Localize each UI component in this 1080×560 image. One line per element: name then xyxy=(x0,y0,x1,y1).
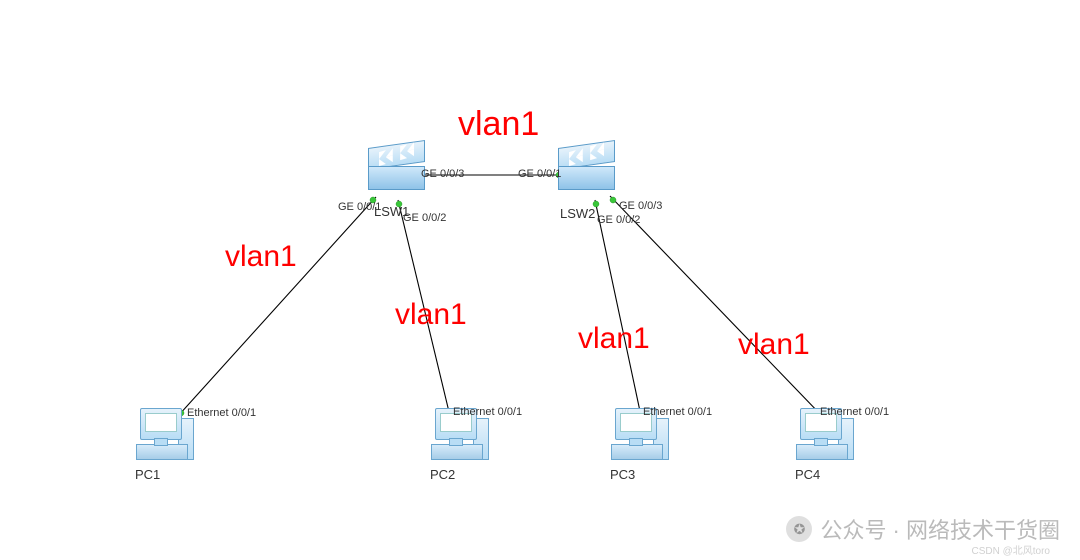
vlan-label-3: vlan1 xyxy=(578,322,650,356)
watermark-main: ✪ 公众号 · 网络技术干货圈 xyxy=(786,513,1060,545)
pc1[interactable] xyxy=(130,408,190,463)
switch-lsw1[interactable]: ◤◢◤◢◣◥◣◥ xyxy=(368,148,423,188)
wechat-icon: ✪ xyxy=(786,516,812,542)
port-pc2-eth001: Ethernet 0/0/1 xyxy=(453,406,522,418)
switch-lsw2[interactable]: ◤◢◤◢◣◥◣◥ xyxy=(558,148,613,188)
port-lsw2-ge002: GE 0/0/2 xyxy=(597,214,640,226)
vlan-label-1: vlan1 xyxy=(225,240,297,274)
pc1-label: PC1 xyxy=(135,467,160,482)
switch-lsw2-label: LSW2 xyxy=(560,206,595,221)
links xyxy=(178,172,822,416)
watermark-text: 公众号 · 网络技术干货圈 xyxy=(820,513,1060,545)
port-pc4-eth001: Ethernet 0/0/1 xyxy=(820,406,889,418)
pc4-label: PC4 xyxy=(795,467,820,482)
port-lsw1-ge002: GE 0/0/2 xyxy=(403,212,446,224)
port-pc1-eth001: Ethernet 0/0/1 xyxy=(187,407,256,419)
pc2-label: PC2 xyxy=(430,467,455,482)
port-lsw2-ge001: GE 0/0/1 xyxy=(518,168,561,180)
pc3-label: PC3 xyxy=(610,467,635,482)
vlan-label-4: vlan1 xyxy=(738,328,810,362)
watermark-small: CSDN @北风toro xyxy=(972,542,1051,557)
port-lsw1-ge003: GE 0/0/3 xyxy=(421,168,464,180)
port-pc3-eth001: Ethernet 0/0/1 xyxy=(643,406,712,418)
vlan-label-2: vlan1 xyxy=(395,298,467,332)
vlan-label-top: vlan1 xyxy=(458,105,539,144)
port-lsw2-ge003: GE 0/0/3 xyxy=(619,200,662,212)
port-lsw1-ge001: GE 0/0/1 xyxy=(338,201,381,213)
